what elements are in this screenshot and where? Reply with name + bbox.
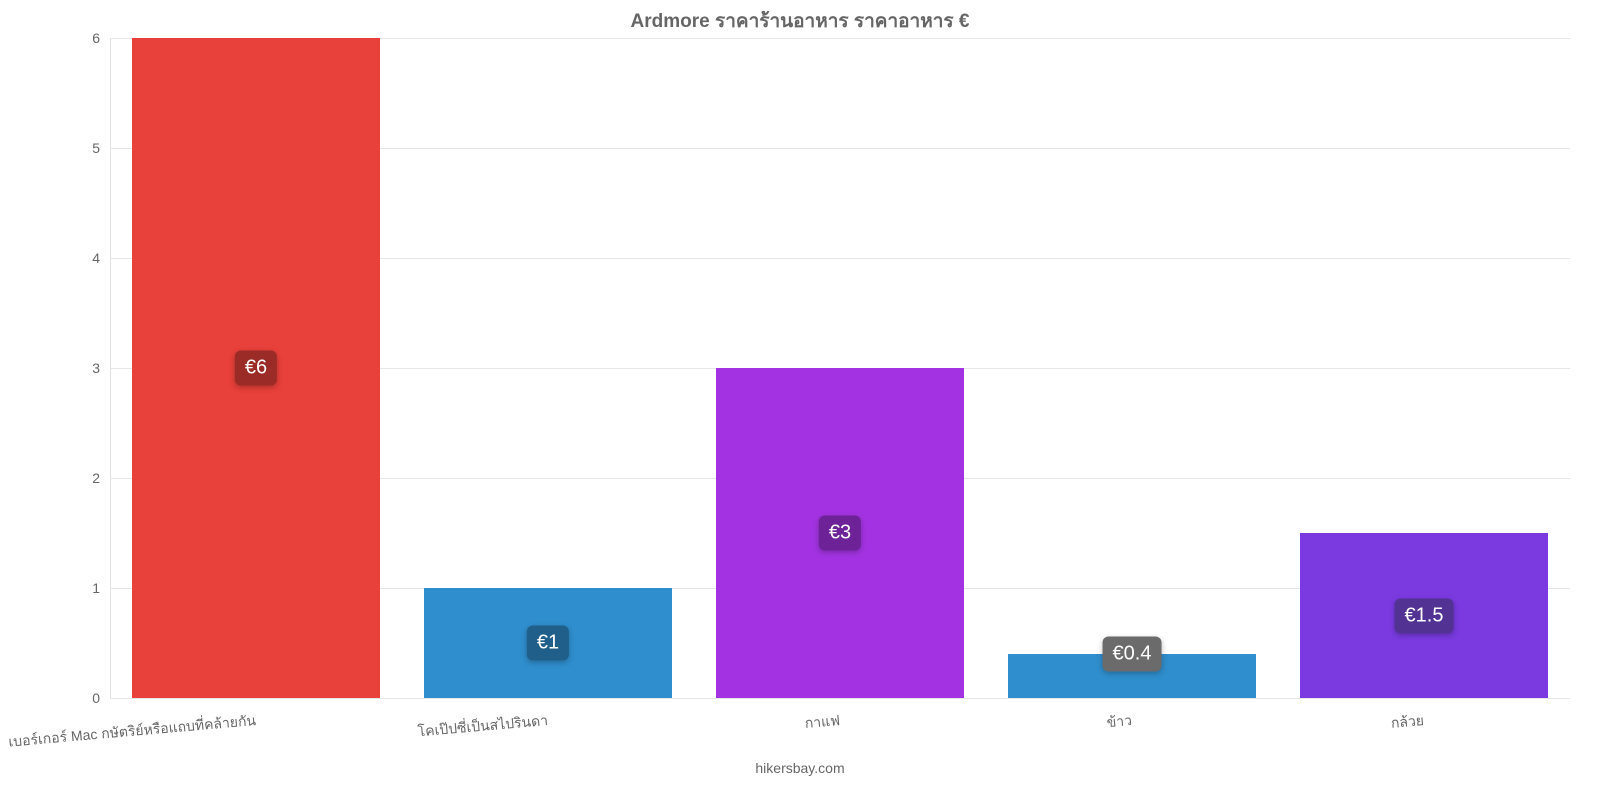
x-axis-labels: เบอร์เกอร์ Mac กษัตริย์หรือแถบที่คล้ายกั… [110,702,1570,762]
bar: €0.4 [1008,654,1256,698]
y-tick-label: 0 [92,690,110,706]
bar-value-badge: €0.4 [1103,637,1162,672]
bar: €3 [716,368,964,698]
x-axis-label: โคเป๊ปซี่เป็นสไปรินดา [417,710,549,743]
bar: €1 [424,588,672,698]
y-tick-label: 4 [92,250,110,266]
x-axis-label: เบอร์เกอร์ Mac กษัตริย์หรือแถบที่คล้ายกั… [8,710,257,754]
bar: €1.5 [1300,533,1548,698]
bar-value-badge: €3 [819,516,861,551]
bars-group: €6 €1 €3 €0.4 €1.5 [110,38,1570,698]
bar: €6 [132,38,380,698]
bar-value-badge: €1.5 [1395,598,1454,633]
y-tick-label: 6 [92,30,110,46]
y-tick-label: 2 [92,470,110,486]
bar-value-badge: €6 [235,351,277,386]
x-axis-label: กล้วย [1390,710,1425,735]
bar-value-badge: €1 [527,626,569,661]
plot-area: 0123456 €6€1€3€0.4€1.5 [110,38,1570,699]
chart-container: Ardmore ราคาร้านอาหาร ราคาอาหาร € 0 1 2 3 4 5… [0,0,1600,800]
x-axis-label: กาแฟ [804,710,841,735]
x-axis-label: ข้าว [1106,710,1133,734]
y-tick-label: 1 [92,580,110,596]
y-tick-label: 3 [92,360,110,376]
chart-title: Ardmore ราคาร้านอาหาร ราคาอาหาร € [0,6,1600,36]
y-tick-label: 5 [92,140,110,156]
attribution-text: hikersbay.com [0,760,1600,776]
